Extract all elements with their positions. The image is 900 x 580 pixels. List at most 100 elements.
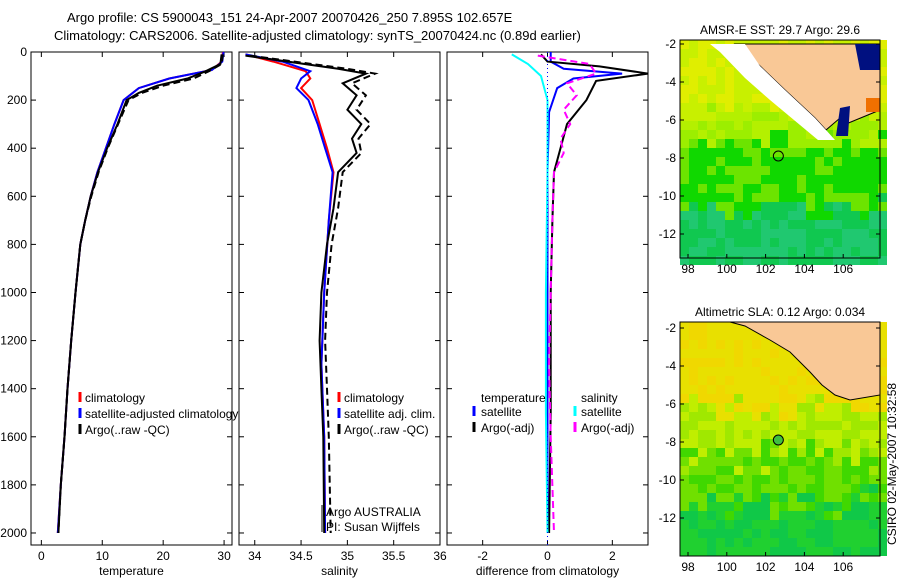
legend-label: satellite adj. clim.: [344, 407, 435, 421]
map-cell: [788, 493, 797, 502]
map-cell: [851, 448, 860, 457]
map-cell: [779, 202, 788, 211]
map-cell: [869, 430, 878, 439]
map-cell: [680, 148, 689, 157]
cloud-region: [855, 44, 880, 70]
map-cell: [689, 229, 698, 238]
map-cell: [860, 457, 869, 466]
map-cell: [716, 94, 725, 103]
map-cell: [707, 67, 716, 76]
map-cell: [707, 448, 716, 457]
map-cell: [734, 76, 743, 85]
map-cell: [680, 58, 689, 67]
map-cell: [689, 85, 698, 94]
map-cell: [779, 247, 788, 256]
map-cell: [725, 529, 734, 538]
map-cell: [824, 247, 833, 256]
map-cell: [878, 331, 887, 340]
map-cell: [869, 220, 878, 229]
map-cell: [743, 430, 752, 439]
map-cell: [761, 529, 770, 538]
map-cell: [752, 211, 761, 220]
map-cell: [716, 220, 725, 229]
map-cell: [734, 175, 743, 184]
map-cell: [716, 67, 725, 76]
map-cell: [680, 238, 689, 247]
map-cell: [707, 331, 716, 340]
map-cell: [833, 421, 842, 430]
map-cell: [851, 220, 860, 229]
map-cell: [680, 112, 689, 121]
map-cell: [779, 520, 788, 529]
map-cell: [734, 94, 743, 103]
map-cell: [797, 157, 806, 166]
map-cell: [824, 175, 833, 184]
map-cell: [689, 103, 698, 112]
map-cell: [788, 256, 797, 265]
map-cell: [779, 493, 788, 502]
map-cell: [743, 421, 752, 430]
map-y-tick-label: -12: [659, 511, 677, 525]
map-cell: [725, 220, 734, 229]
map-cell: [680, 466, 689, 475]
map-cell: [725, 184, 734, 193]
legend-label: Argo(..raw -QC): [85, 423, 170, 437]
legend-label: Argo(-adj): [581, 421, 634, 435]
map-cell: [725, 358, 734, 367]
map-cell: [725, 457, 734, 466]
map-cell: [761, 175, 770, 184]
map-cell: [878, 238, 887, 247]
map-cell: [707, 394, 716, 403]
map-cell: [707, 358, 716, 367]
map-cell: [788, 121, 797, 130]
map-cell: [689, 457, 698, 466]
map-cell: [689, 67, 698, 76]
map-cell: [725, 121, 734, 130]
map-cell: [779, 385, 788, 394]
map-x-tick-label: 102: [756, 560, 776, 574]
map-cell: [716, 421, 725, 430]
map-cell: [743, 538, 752, 547]
map-cell: [698, 247, 707, 256]
map-cell: [860, 520, 869, 529]
annotation-text: PI: Susan Wijffels: [326, 520, 420, 534]
map-cell: [761, 538, 770, 547]
map-cell: [878, 385, 887, 394]
map-cell: [716, 340, 725, 349]
map-cell: [725, 466, 734, 475]
map-frame: [679, 39, 881, 259]
map-cell: [716, 394, 725, 403]
map-cell: [833, 238, 842, 247]
map-cell: [689, 247, 698, 256]
map-cell: [707, 175, 716, 184]
map-cell: [761, 412, 770, 421]
map-cell: [761, 193, 770, 202]
map-cell: [797, 184, 806, 193]
map-cell: [752, 220, 761, 229]
map-cell: [788, 139, 797, 148]
map-cell: [761, 184, 770, 193]
map-cell: [824, 202, 833, 211]
map-cell: [707, 547, 716, 556]
map-cell: [680, 175, 689, 184]
plot-frame: [30, 51, 233, 546]
map-cell: [698, 502, 707, 511]
argo-location-marker: [772, 150, 784, 162]
map-cell: [797, 448, 806, 457]
map-cell: [869, 493, 878, 502]
map-cell: [824, 475, 833, 484]
map-cell: [779, 412, 788, 421]
map-cell: [761, 340, 770, 349]
map-cell: [842, 466, 851, 475]
map-cell: [752, 166, 761, 175]
map-cell: [860, 475, 869, 484]
cloud-region: [836, 106, 850, 136]
map-cell: [770, 421, 779, 430]
map-cell: [806, 166, 815, 175]
map-cell: [734, 193, 743, 202]
map-cell: [860, 256, 869, 265]
map-cell: [797, 493, 806, 502]
map-cell: [743, 148, 752, 157]
map-cell: [734, 121, 743, 130]
map-cell: [761, 484, 770, 493]
